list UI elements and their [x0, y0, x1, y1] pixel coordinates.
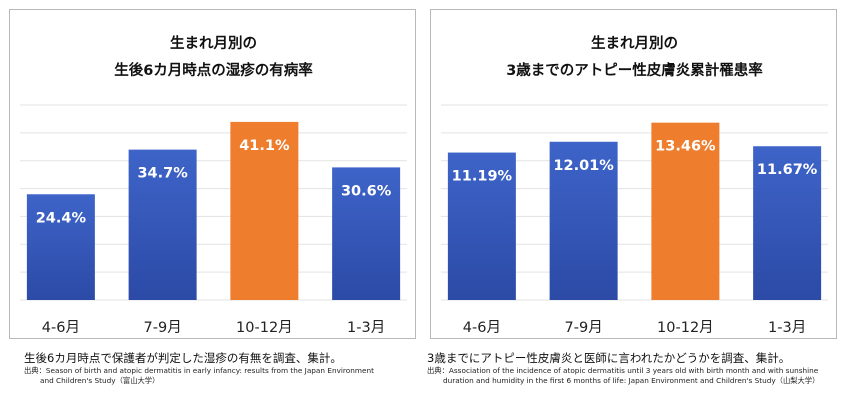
right-bar-4 — [753, 146, 822, 300]
right-bar-1 — [447, 152, 516, 300]
caption-left: 生後6カ月時点で保護者が判定した湿疹の有無を調査、集計。 出典：Season o… — [24, 351, 414, 386]
right-data-label-3: 13.46% — [655, 139, 716, 155]
caption-right: 3歳までにアトピー性皮膚炎と医師に言われたかどうかを調査、集計。 出典：Asso… — [427, 351, 842, 386]
caption-right-main: 3歳までにアトピー性皮膚炎と医師に言われたかどうかを調査、集計。 — [427, 351, 791, 365]
caption-right-source-2: duration and humidity in the first 6 mon… — [443, 376, 820, 385]
caption-right-source-1: 出典：Association of the incidence of atopi… — [427, 366, 819, 375]
left-data-label-1: 24.4% — [36, 210, 87, 226]
right-category-label-1: 4-6月 — [463, 320, 501, 336]
right-category-label-2: 7-9月 — [565, 320, 603, 336]
left-data-label-2: 34.7% — [137, 166, 188, 182]
right-data-label-1: 11.19% — [452, 169, 513, 185]
right-bar-3 — [651, 122, 720, 301]
chart-panel-left: 生まれ月別の生後6カ月時点の湿疹の有病率 24.4% 4-6月 34.7% 7-9月 41… — [9, 9, 416, 339]
right-category-label-4: 1-3月 — [768, 320, 806, 336]
chart-panel-right: 生まれ月別の 3歳までのアトピー性皮膚炎累計罹患率 11.19% 4-6月 12.01%… — [430, 9, 837, 339]
left-category-label-1: 4-6月 — [42, 320, 80, 336]
caption-left-source-2: and Children's Study（富山大学） — [40, 376, 160, 385]
right-category-label-3: 10-12月 — [657, 320, 714, 336]
chart-right: 生まれ月別の 3歳までのアトピー性皮膚炎累計罹患率 11.19% 4-6月 12.01%… — [441, 34, 828, 336]
left-chart-title-line-1: 生まれ月別の — [170, 34, 257, 52]
right-data-label-2: 12.01% — [553, 158, 614, 174]
left-bar-3 — [230, 121, 299, 301]
left-bar-2 — [128, 149, 197, 300]
right-chart-title-line-2: 3歳までのアトピー性皮膚炎累計罹患率 — [506, 61, 763, 79]
left-category-label-4: 1-3月 — [347, 320, 385, 336]
right-data-label-4: 11.67% — [757, 162, 818, 178]
left-category-label-3: 10-12月 — [236, 320, 293, 336]
left-bar-4 — [332, 167, 401, 300]
left-chart-title-line-2: 生後6カ月時点の湿疹の有病率 — [114, 61, 313, 79]
caption-left-main: 生後6カ月時点で保護者が判定した湿疹の有無を調査、集計。 — [24, 351, 342, 365]
caption-left-source-1: 出典：Season of birth and atopic dermatitis… — [24, 366, 374, 375]
left-bar-1 — [26, 194, 95, 300]
right-chart-title-line-1: 生まれ月別の — [591, 34, 678, 52]
left-data-label-3: 41.1% — [239, 138, 290, 154]
right-bar-2 — [549, 141, 618, 300]
left-category-label-2: 7-9月 — [144, 320, 182, 336]
left-data-label-4: 30.6% — [341, 183, 392, 199]
